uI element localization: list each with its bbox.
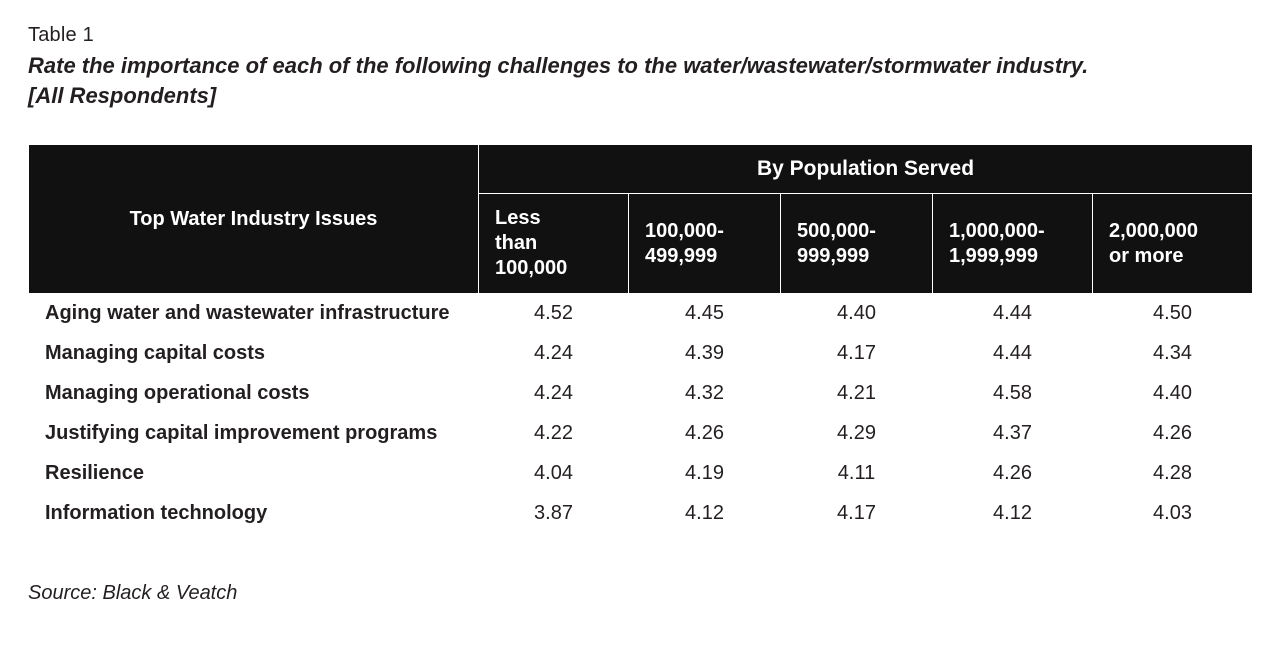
data-table: Top Water Industry Issues By Population …: [28, 144, 1253, 534]
row-label: Managing operational costs: [29, 374, 479, 414]
cell-value: 4.26: [933, 454, 1093, 494]
table-row: Aging water and wastewater infrastructur…: [29, 294, 1253, 334]
col-header-4: 2,000,000or more: [1093, 194, 1253, 294]
cell-value: 4.44: [933, 294, 1093, 334]
table-title: Rate the importance of each of the follo…: [28, 51, 1240, 81]
cell-value: 4.04: [479, 454, 629, 494]
cell-value: 4.26: [1093, 414, 1253, 454]
cell-value: 4.50: [1093, 294, 1253, 334]
cell-value: 4.22: [479, 414, 629, 454]
col-header-2: 500,000-999,999: [781, 194, 933, 294]
table-row: Managing operational costs4.244.324.214.…: [29, 374, 1253, 414]
col-header-0: Lessthan 100,000: [479, 194, 629, 294]
cell-value: 4.58: [933, 374, 1093, 414]
cell-value: 4.24: [479, 334, 629, 374]
cell-value: 4.17: [781, 494, 933, 534]
cell-value: 4.29: [781, 414, 933, 454]
group-header: By Population Served: [479, 145, 1253, 194]
table-subtitle: [All Respondents]: [28, 81, 1240, 111]
cell-value: 4.19: [629, 454, 781, 494]
cell-value: 4.12: [629, 494, 781, 534]
row-label: Justifying capital improvement programs: [29, 414, 479, 454]
cell-value: 4.44: [933, 334, 1093, 374]
cell-value: 4.24: [479, 374, 629, 414]
source-line: Source: Black & Veatch: [28, 582, 1240, 605]
table-row: Information technology3.874.124.174.124.…: [29, 494, 1253, 534]
table-head-row-1: Top Water Industry Issues By Population …: [29, 145, 1253, 194]
table-body: Aging water and wastewater infrastructur…: [29, 294, 1253, 534]
cell-value: 4.26: [629, 414, 781, 454]
table-head: Top Water Industry Issues By Population …: [29, 145, 1253, 294]
cell-value: 4.39: [629, 334, 781, 374]
cell-value: 4.17: [781, 334, 933, 374]
row-label: Managing capital costs: [29, 334, 479, 374]
table-row: Managing capital costs4.244.394.174.444.…: [29, 334, 1253, 374]
cell-value: 4.34: [1093, 334, 1253, 374]
col-header-1: 100,000-499,999: [629, 194, 781, 294]
cell-value: 4.37: [933, 414, 1093, 454]
cell-value: 4.32: [629, 374, 781, 414]
cell-value: 4.40: [781, 294, 933, 334]
cell-value: 4.45: [629, 294, 781, 334]
row-label: Aging water and wastewater infrastructur…: [29, 294, 479, 334]
cell-value: 4.40: [1093, 374, 1253, 414]
row-label: Information technology: [29, 494, 479, 534]
cell-value: 4.03: [1093, 494, 1253, 534]
cell-value: 4.28: [1093, 454, 1253, 494]
col-header-3: 1,000,000-1,999,999: [933, 194, 1093, 294]
row-label: Resilience: [29, 454, 479, 494]
row-header-title: Top Water Industry Issues: [29, 145, 479, 294]
table-row: Resilience4.044.194.114.264.28: [29, 454, 1253, 494]
cell-value: 4.52: [479, 294, 629, 334]
cell-value: 4.21: [781, 374, 933, 414]
table-label: Table 1: [28, 24, 1240, 47]
cell-value: 4.12: [933, 494, 1093, 534]
cell-value: 3.87: [479, 494, 629, 534]
table-row: Justifying capital improvement programs4…: [29, 414, 1253, 454]
cell-value: 4.11: [781, 454, 933, 494]
